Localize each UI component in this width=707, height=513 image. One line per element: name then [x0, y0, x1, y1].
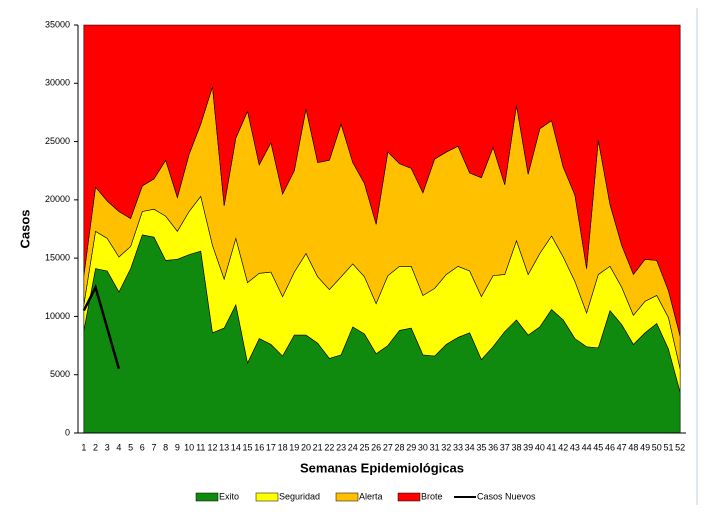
x-tick-label: 37	[500, 442, 510, 452]
x-tick-label: 21	[313, 442, 323, 452]
x-tick-label: 45	[593, 442, 603, 452]
x-tick-label: 51	[663, 442, 673, 452]
legend-label: Seguridad	[279, 491, 320, 501]
y-tick-label: 35000	[45, 19, 70, 29]
x-tick-label: 27	[383, 442, 393, 452]
y-axis-label: Casos	[17, 209, 32, 248]
legend-label: Alerta	[359, 491, 383, 501]
x-tick-label: 25	[359, 442, 369, 452]
x-tick-label: 22	[324, 442, 334, 452]
x-tick-label: 2	[93, 442, 98, 452]
y-tick-label: 30000	[45, 78, 70, 88]
x-tick-label: 7	[151, 442, 156, 452]
y-tick-label: 20000	[45, 194, 70, 204]
x-tick-label: 38	[511, 442, 521, 452]
x-tick-label: 12	[207, 442, 217, 452]
x-tick-label: 41	[547, 442, 557, 452]
legend-label: Brote	[421, 491, 443, 501]
x-tick-label: 26	[371, 442, 381, 452]
x-tick-label: 4	[116, 442, 121, 452]
x-tick-label: 47	[617, 442, 627, 452]
legend-swatch	[195, 492, 219, 502]
x-tick-label: 46	[605, 442, 615, 452]
x-tick-label: 29	[406, 442, 416, 452]
legend-swatch	[335, 492, 359, 502]
x-axis-label: Semanas Epidemiológicas	[300, 460, 464, 475]
area	[83, 24, 681, 337]
x-tick-label: 52	[675, 442, 685, 452]
x-tick-label: 44	[582, 442, 592, 452]
y-tick-label: 25000	[45, 136, 70, 146]
x-tick-label: 39	[523, 442, 533, 452]
x-tick-label: 34	[465, 442, 475, 452]
legend-swatch	[397, 492, 421, 502]
x-tick-label: 15	[243, 442, 253, 452]
x-tick-label: 36	[488, 442, 498, 452]
x-tick-label: 10	[184, 442, 194, 452]
y-tick-label: 15000	[45, 253, 70, 263]
x-tick-label: 42	[558, 442, 568, 452]
x-tick-label: 31	[430, 442, 440, 452]
x-tick-label: 33	[453, 442, 463, 452]
legend-label: Exito	[219, 491, 239, 501]
y-tick-label: 0	[65, 427, 70, 437]
x-tick-label: 48	[628, 442, 638, 452]
x-tick-label: 9	[175, 442, 180, 452]
x-tick-label: 14	[231, 442, 241, 452]
x-tick-label: 49	[640, 442, 650, 452]
legend-swatch	[255, 492, 279, 502]
x-tick-label: 16	[254, 442, 264, 452]
x-tick-label: 18	[278, 442, 288, 452]
legend-label: Casos Nuevos	[477, 491, 536, 501]
x-tick-label: 5	[128, 442, 133, 452]
x-tick-label: 8	[163, 442, 168, 452]
x-tick-label: 32	[441, 442, 451, 452]
x-tick-label: 24	[348, 442, 358, 452]
line	[82, 283, 121, 370]
x-tick-label: 35	[476, 442, 486, 452]
x-tick-label: 20	[301, 442, 311, 452]
x-tick-label: 23	[336, 442, 346, 452]
x-tick-label: 43	[570, 442, 580, 452]
y-tick-label: 5000	[50, 369, 70, 379]
x-tick-label: 40	[535, 442, 545, 452]
y-tick-label: 10000	[45, 311, 70, 321]
x-tick-label: 3	[105, 442, 110, 452]
x-tick-label: 28	[395, 442, 405, 452]
x-tick-label: 13	[219, 442, 229, 452]
x-tick-label: 30	[418, 442, 428, 452]
x-tick-label: 11	[196, 442, 205, 452]
x-tick-label: 50	[652, 442, 662, 452]
x-tick-label: 19	[289, 442, 299, 452]
x-tick-label: 17	[266, 442, 276, 452]
x-tick-label: 6	[140, 442, 145, 452]
x-tick-label: 1	[81, 442, 86, 452]
